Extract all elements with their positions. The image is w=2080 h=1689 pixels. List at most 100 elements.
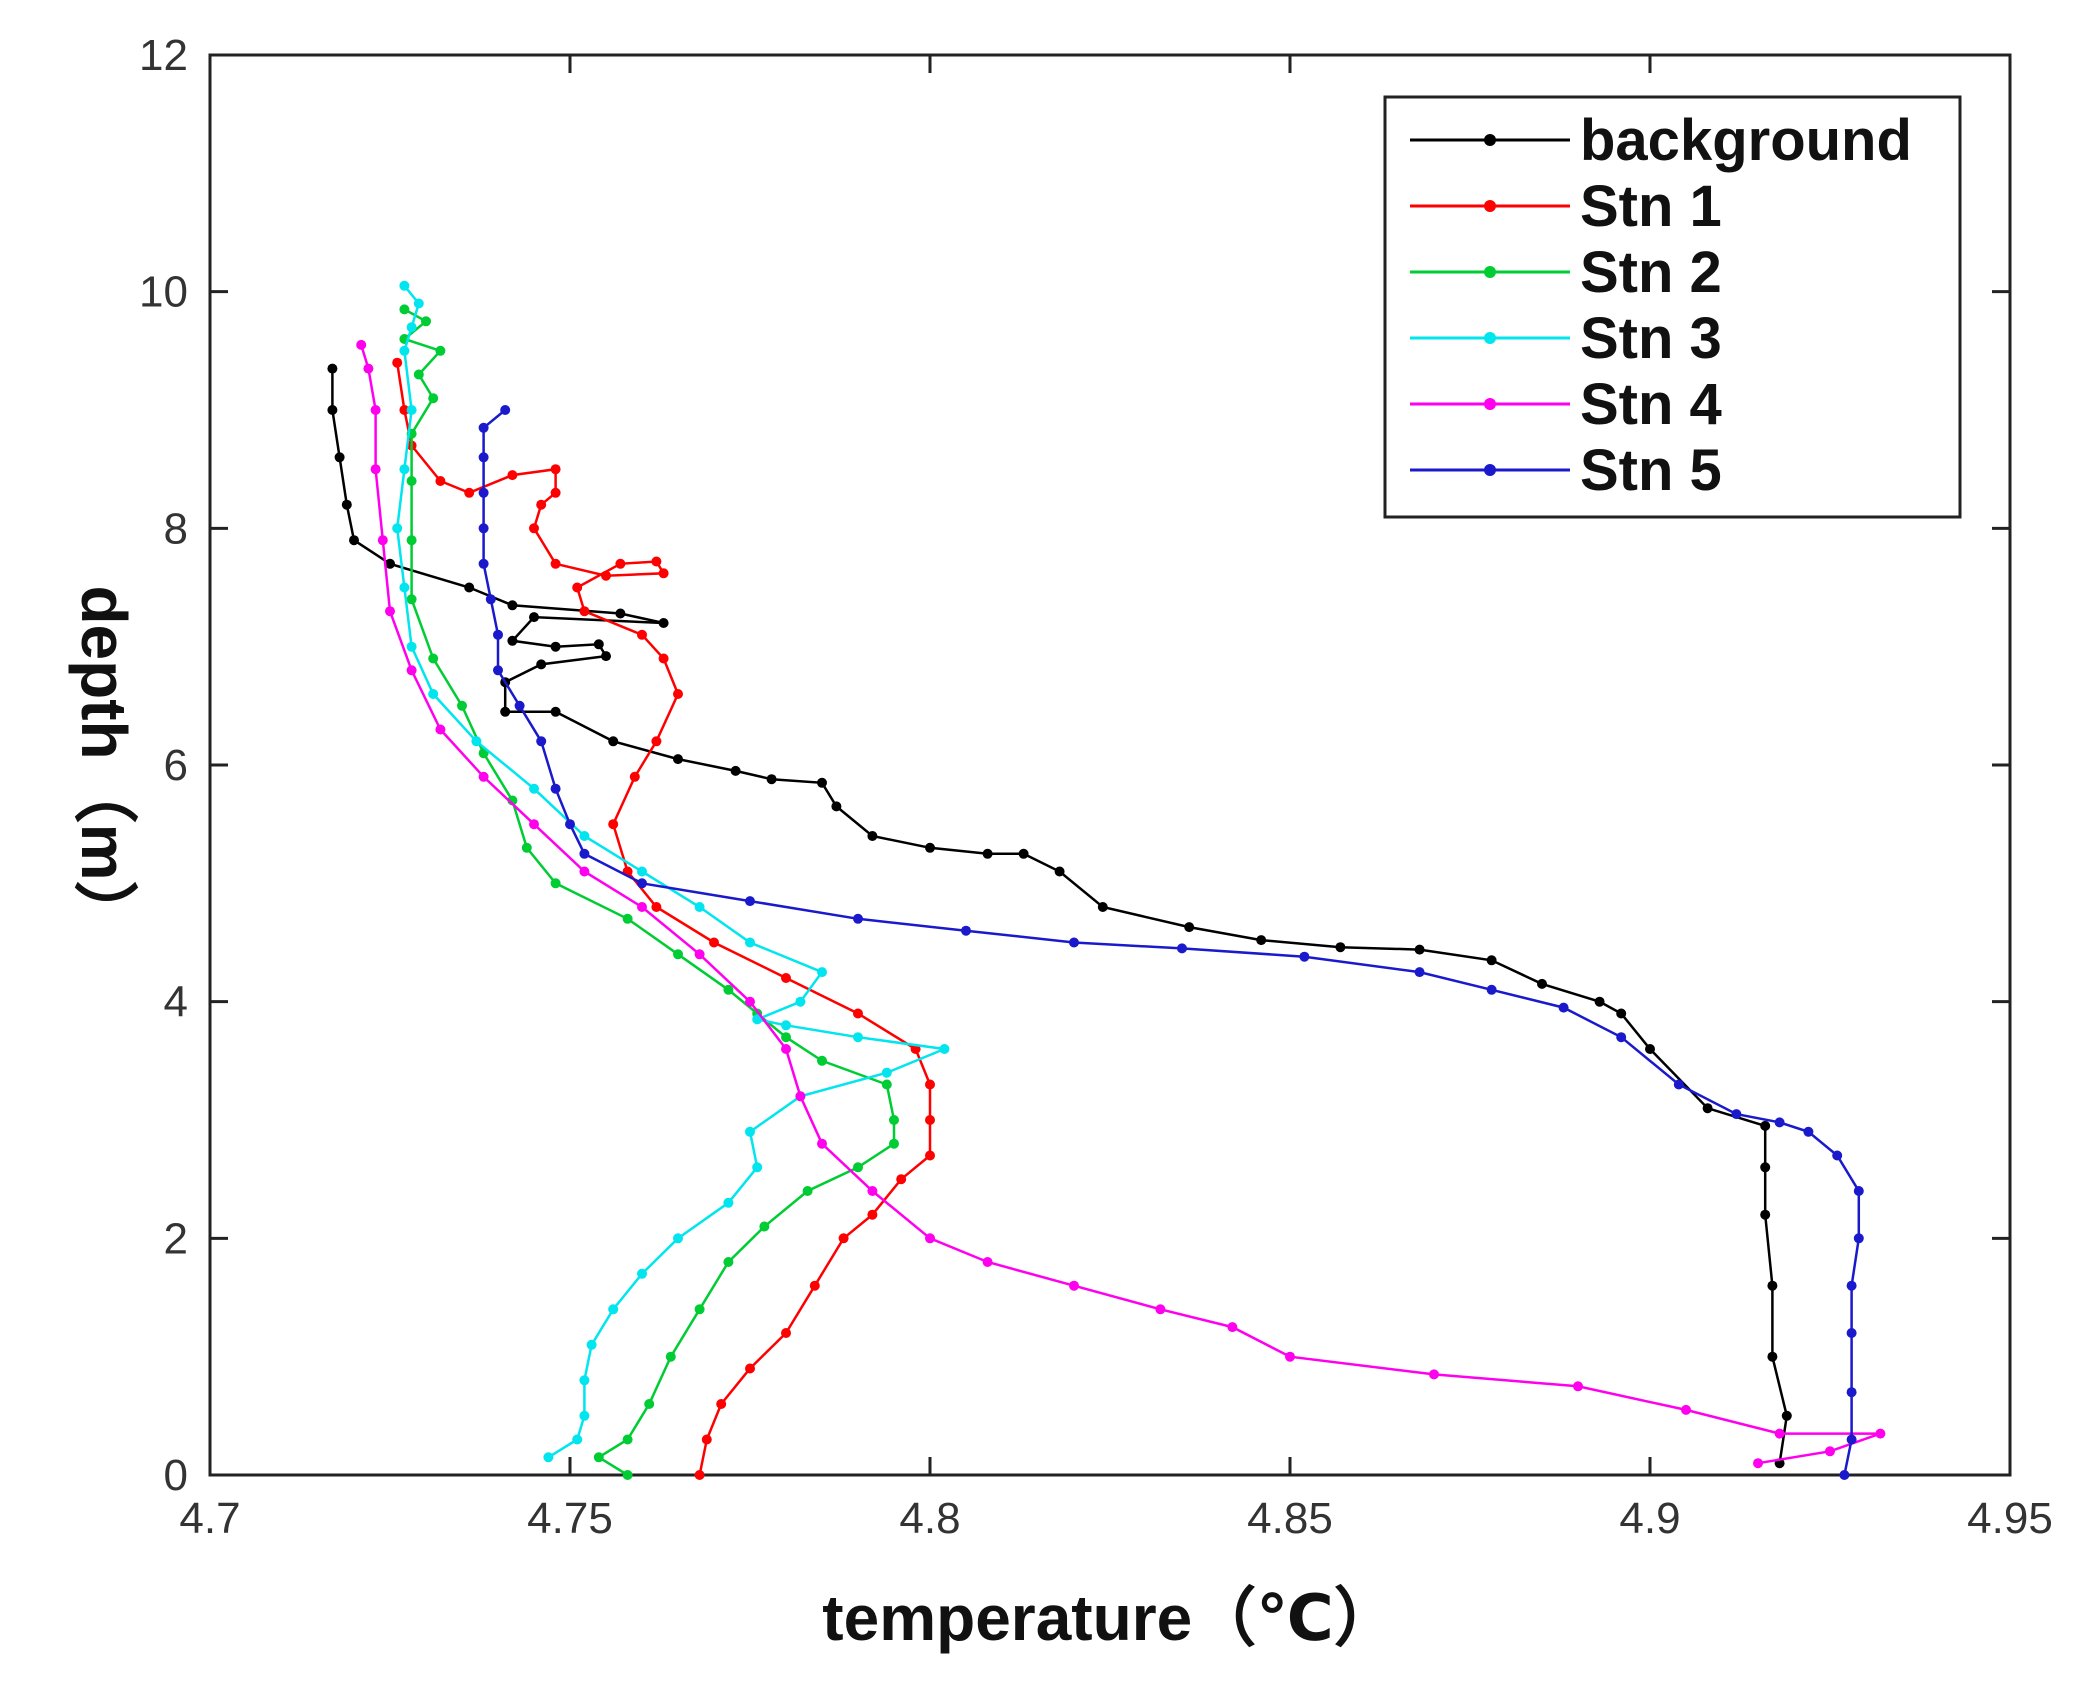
data-point [413, 298, 424, 309]
data-point [471, 736, 482, 747]
data-point [1767, 1280, 1778, 1291]
data-point [622, 1434, 633, 1445]
data-point [925, 1079, 935, 1090]
data-point [651, 556, 662, 567]
data-point [694, 1304, 705, 1315]
data-point [1767, 1351, 1778, 1362]
data-point [550, 487, 561, 498]
data-point [939, 1044, 950, 1054]
data-point [572, 582, 583, 593]
data-point [399, 405, 410, 415]
legend-label: Stn 4 [1580, 372, 1722, 437]
data-point [406, 665, 417, 676]
data-point [550, 558, 561, 569]
data-point [752, 1014, 763, 1025]
data-point [550, 464, 561, 475]
data-point [1537, 978, 1547, 989]
y-tick-label: 0 [164, 1451, 188, 1500]
series-lines [327, 280, 1886, 1480]
x-tick-label: 4.8 [899, 1494, 960, 1543]
data-point [673, 754, 683, 765]
data-point [745, 937, 755, 948]
data-point [781, 1044, 791, 1054]
data-point [925, 1233, 935, 1244]
data-point [730, 765, 741, 776]
data-point [385, 558, 395, 569]
data-point [673, 689, 683, 699]
legend-label: Stn 2 [1580, 240, 1722, 305]
data-point [543, 1452, 554, 1463]
data-point [601, 570, 611, 581]
data-point [694, 1470, 705, 1480]
data-point [1803, 1126, 1814, 1137]
data-point [982, 1257, 993, 1267]
legend-entry: Stn 3 [1410, 306, 1722, 371]
data-point [651, 902, 662, 912]
data-point [781, 1032, 791, 1043]
data-point [622, 1470, 633, 1480]
y-tick-label: 6 [164, 741, 188, 790]
data-point [766, 774, 777, 785]
data-point [334, 452, 345, 463]
data-point [435, 476, 446, 486]
data-point [1760, 1209, 1771, 1220]
legend-entry: background [1410, 108, 1912, 173]
data-point [1760, 1162, 1771, 1173]
data-point [1285, 1351, 1295, 1362]
y-tick-label: 4 [164, 978, 188, 1027]
data-point [500, 405, 511, 415]
data-point [1774, 1428, 1785, 1439]
legend-swatch-marker [1484, 464, 1496, 476]
data-point [1155, 1304, 1166, 1315]
data-point [550, 783, 561, 794]
data-point [658, 653, 669, 664]
data-point [579, 606, 590, 617]
series-line [331, 368, 1789, 1464]
data-point [1753, 1458, 1763, 1469]
data-point [781, 973, 791, 983]
data-point [853, 1162, 863, 1173]
data-point [1853, 1233, 1864, 1244]
data-point [550, 706, 561, 717]
data-point [593, 639, 604, 650]
data-point [961, 925, 971, 936]
data-point [1839, 1470, 1850, 1480]
x-tick-label: 4.9 [1619, 1494, 1680, 1543]
data-point [1825, 1446, 1835, 1457]
data-point [349, 535, 359, 546]
data-point [853, 1008, 863, 1019]
data-point [867, 1209, 878, 1220]
legend-entry: Stn 2 [1410, 240, 1722, 305]
data-point [608, 819, 619, 830]
data-point [392, 523, 403, 534]
data-point [579, 1410, 590, 1421]
data-point [1227, 1322, 1238, 1333]
legend-label: Stn 3 [1580, 306, 1722, 371]
data-point [399, 582, 410, 593]
legend-entry: Stn 5 [1410, 438, 1722, 503]
data-point [925, 1150, 935, 1161]
data-point [637, 866, 647, 877]
data-point [608, 1304, 619, 1315]
data-point [1846, 1387, 1857, 1398]
data-point [795, 996, 806, 1007]
data-point [550, 641, 561, 652]
data-point [867, 831, 878, 841]
data-point [478, 558, 489, 569]
data-point [658, 568, 669, 579]
data-point [701, 1434, 712, 1445]
data-point [1097, 902, 1108, 912]
data-point [507, 635, 518, 646]
y-axis-title: depth（m） [68, 585, 140, 944]
data-point [1184, 922, 1195, 933]
data-point [529, 783, 539, 794]
data-point [781, 1020, 791, 1031]
data-point [723, 1257, 734, 1267]
data-point [399, 464, 410, 475]
data-point [745, 896, 755, 907]
data-point [385, 606, 395, 617]
data-point [694, 949, 705, 960]
data-point [478, 452, 489, 463]
data-point [529, 819, 539, 830]
data-point [392, 357, 403, 368]
